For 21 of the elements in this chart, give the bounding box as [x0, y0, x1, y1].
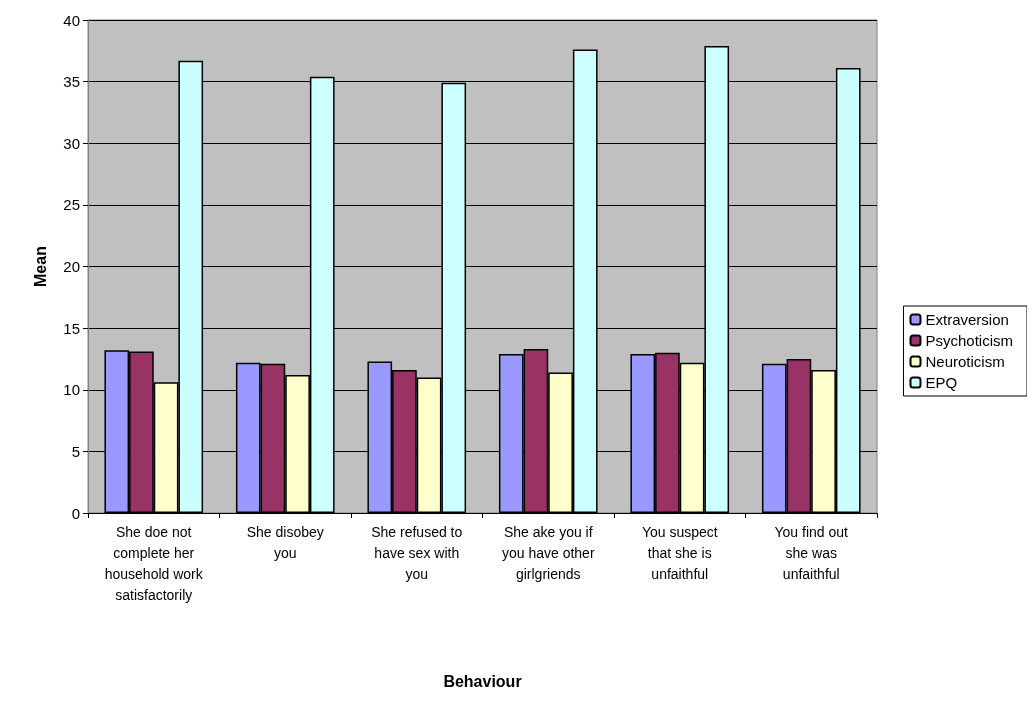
x-tick-label: She doe not complete her household work satisfactorily: [104, 523, 204, 603]
legend-label: EPQ: [925, 374, 958, 391]
y-tick-label: 20: [63, 258, 80, 275]
legend-label: Psychoticism: [925, 332, 1014, 349]
y-tick-label: 5: [71, 442, 80, 460]
legend-label: Extraversion: [925, 311, 1009, 328]
legend-label: Neuroticism: [925, 353, 1005, 370]
x-tick-label: You find out she was unfaithful: [774, 523, 849, 582]
x-tick-label: She refused to have sex with you: [371, 523, 463, 582]
x-tick-label: She ake you if you have other girlgriends: [501, 523, 595, 582]
y-axis-title: Mean: [31, 246, 49, 287]
y-tick-label: 40: [63, 11, 80, 29]
x-tick-label: You suspect that she is unfaithful: [641, 523, 718, 582]
x-axis-title: Behaviour: [443, 672, 522, 690]
x-tick-label: She disobey you: [246, 523, 324, 561]
y-tick-label: 10: [63, 381, 80, 399]
y-tick-label: 0: [71, 504, 80, 522]
y-tick-label: 30: [63, 134, 80, 152]
y-tick-label: 25: [63, 196, 80, 214]
y-tick-label: 15: [63, 319, 80, 337]
y-tick-label: 35: [63, 73, 80, 91]
